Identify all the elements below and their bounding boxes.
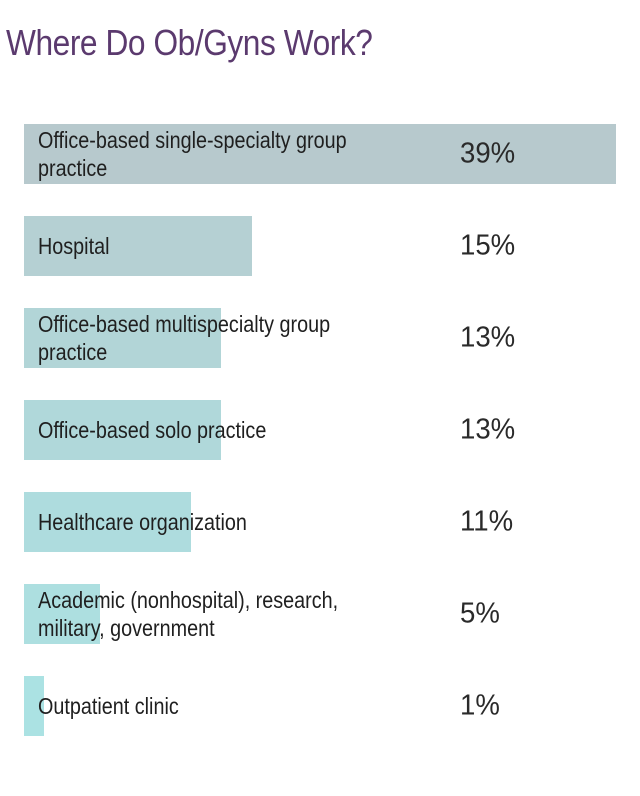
bar-label: Office-based multispecialty group practi… — [38, 311, 331, 365]
bar-row: Healthcare organization 11% — [24, 492, 624, 552]
bar-value-label: 13% — [460, 321, 516, 354]
bar-label: Office-based solo practice — [38, 417, 267, 443]
bar — [24, 492, 191, 552]
bar-label: Office-based single-specialty group prac… — [38, 127, 347, 181]
chart-title: Where Do Ob/Gyns Work? — [6, 22, 373, 63]
bar-label: Outpatient clinic — [38, 693, 179, 719]
bar-value-label: 15% — [460, 229, 516, 262]
bar — [24, 124, 616, 184]
bar-row: Office-based single-specialty group prac… — [24, 124, 624, 184]
bar-label: Academic (nonhospital), research, milita… — [38, 587, 339, 641]
bar-row: Outpatient clinic 1% — [24, 676, 624, 736]
bar — [24, 400, 222, 460]
bar-label: Hospital — [38, 233, 110, 259]
bar-value-label: 11% — [460, 505, 514, 538]
bar-row: Hospital 15% — [24, 216, 624, 276]
bar-value-label: 39% — [460, 137, 516, 170]
bar-value-label: 13% — [460, 413, 516, 446]
bar-value-label: 5% — [460, 597, 500, 630]
bar — [24, 216, 252, 276]
bar-row: Office-based solo practice 13% — [24, 400, 624, 460]
bar-row: Office-based multispecialty group practi… — [24, 308, 624, 368]
bar-value-label: 1% — [460, 689, 500, 722]
bar — [24, 584, 100, 644]
bar-label: Healthcare organization — [38, 509, 247, 535]
bar — [24, 308, 222, 368]
bar-row: Academic (nonhospital), research, milita… — [24, 584, 624, 644]
bar — [24, 676, 44, 736]
